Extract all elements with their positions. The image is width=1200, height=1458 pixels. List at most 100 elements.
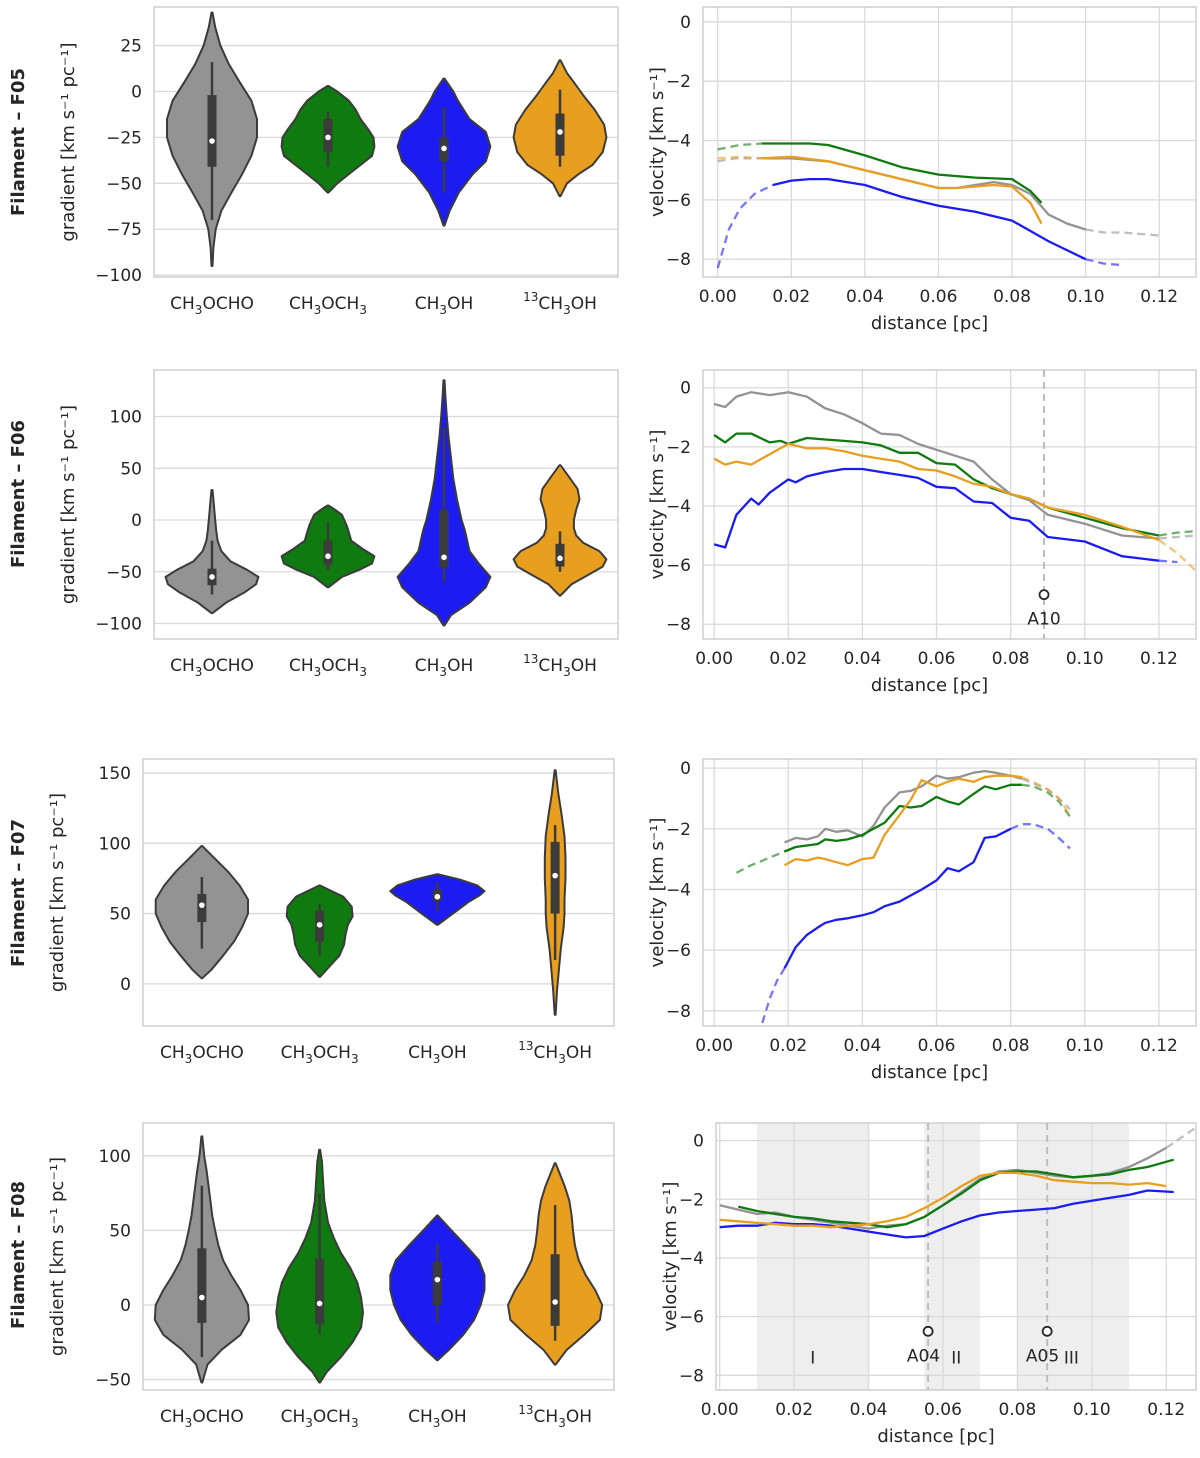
median-dot [434, 893, 441, 900]
series-CH3OH-solid [719, 1189, 1174, 1239]
category-label: 13CH3OH [518, 1039, 592, 1066]
velocity-panel-7: −8 −6 −4 −2 0 0.00 0.02 0.04 0.06 0.08 0.10 0.12 vel… [647, 758, 1197, 1083]
y-tick-label: −2 [666, 72, 691, 92]
shaded-region [924, 1123, 981, 1390]
median-dot [557, 555, 563, 562]
iqr-box [323, 540, 333, 565]
velocity-panel-5: −8 −6 −4 −2 0 0.00 0.02 0.04 0.06 0.08 0.10 0.12 vel… [647, 6, 1197, 334]
iqr-box [432, 1261, 442, 1305]
y-tick-label: −4 [666, 132, 691, 152]
x-tick-label: 0.00 [701, 1400, 739, 1420]
x-tick-label: 0.10 [1067, 287, 1105, 307]
y-tick-label: 0 [131, 82, 142, 102]
y-axis-label: gradient [km s⁻¹ pc⁻¹] [58, 405, 79, 604]
x-tick-label: 0.10 [1066, 649, 1104, 669]
x-tick-label: 0.06 [918, 1036, 956, 1056]
y-tick-label: −8 [679, 1366, 704, 1386]
y-tick-label: 0 [680, 759, 691, 779]
series-CH3OH-dashed [1158, 559, 1178, 564]
row-title-f06: Filament – F06 [8, 420, 29, 568]
x-axis-label: distance [pc] [871, 1062, 988, 1083]
row-title-f08: Filament – F08 [8, 1181, 29, 1329]
y-tick-label: 0 [680, 13, 691, 33]
row-title-f05: Filament – F05 [8, 68, 29, 216]
y-axis-label: gradient [km s⁻¹ pc⁻¹] [58, 42, 79, 241]
category-label: CH3OCH3 [281, 1407, 359, 1430]
y-tick-label: 50 [109, 905, 131, 925]
series-13CH3OH-dashed [1021, 776, 1071, 816]
y-tick-label: −6 [679, 1308, 704, 1328]
category-label: CH3OH [415, 656, 473, 679]
x-tick-label: 0.02 [772, 287, 810, 307]
iqr-box [555, 543, 565, 567]
series-CH3OCH3-solid [761, 142, 1043, 204]
series-CH3OCH3-solid [784, 783, 1022, 853]
category-label: 13CH3OH [518, 1403, 592, 1430]
iqr-box [439, 509, 449, 568]
median-dot [441, 554, 447, 561]
y-tick-label: 50 [109, 1221, 131, 1241]
axes-frame [702, 369, 1197, 640]
y-tick-label: −6 [666, 941, 691, 961]
y-tick-label: 0 [120, 1296, 131, 1316]
axes-frame [715, 1122, 1197, 1391]
y-tick-label: −25 [106, 128, 142, 148]
y-axis-label: gradient [km s⁻¹ pc⁻¹] [47, 1157, 68, 1356]
series-CH3OCHO-dashed [1158, 534, 1197, 540]
x-tick-label: 0.00 [695, 1036, 733, 1056]
category-label: 13CH3OH [523, 652, 597, 679]
y-tick-label: −2 [666, 438, 691, 458]
series-CH3OH-dashed [1010, 823, 1071, 850]
median-dot [434, 1276, 441, 1283]
x-axis-label: distance [pc] [877, 1426, 994, 1447]
x-tick-label: 0.08 [993, 287, 1031, 307]
x-axis-label: distance [pc] [871, 313, 988, 334]
y-tick-label: 0 [131, 511, 142, 531]
category-label: CH3OH [408, 1043, 466, 1066]
series-CH3OCHO-dashed [1085, 228, 1160, 237]
y-tick-label: 0 [693, 1132, 704, 1152]
row-title-f07: Filament – F07 [8, 819, 29, 967]
y-tick-label: −2 [679, 1190, 704, 1210]
median-dot [552, 1299, 558, 1305]
median-dot [199, 902, 205, 908]
x-tick-label: 0.12 [1147, 1400, 1185, 1420]
series-13CH3OH-solid [719, 1171, 1167, 1229]
x-tick-label: 0.02 [769, 649, 807, 669]
median-dot [441, 145, 447, 152]
median-dot [209, 574, 215, 580]
x-tick-label: 0.04 [850, 1400, 888, 1420]
series-13CH3OH-solid [713, 442, 1160, 542]
series-CH3OCHO-solid [784, 769, 1023, 844]
series-CH3OCH3-solid [738, 1158, 1175, 1229]
y-tick-label: −100 [95, 614, 142, 634]
shaded-region [1017, 1123, 1130, 1390]
series-13CH3OH-dashed [1158, 539, 1197, 572]
x-axis-label: distance [pc] [871, 675, 988, 696]
x-tick-label: 0.04 [843, 649, 881, 669]
category-label: 13CH3OH [523, 290, 597, 317]
category-label: CH3OCH3 [281, 1043, 359, 1066]
y-tick-label: −100 [95, 266, 142, 286]
series-CH3OCHO-dashed [1165, 1126, 1197, 1149]
marker-point [1041, 1325, 1053, 1337]
axes-frame [153, 369, 619, 640]
y-tick-label: 100 [110, 408, 142, 428]
axes-frame [142, 1122, 615, 1391]
series-CH3OH-solid [783, 827, 1012, 969]
shaded-region [756, 1123, 869, 1390]
iqr-box [197, 893, 207, 923]
x-tick-label: 0.08 [998, 1400, 1036, 1420]
median-dot [209, 138, 215, 144]
category-label: CH3OCHO [170, 294, 254, 317]
y-axis-label: velocity [km s⁻¹] [647, 430, 668, 580]
violin-panel-8: −50 0 50 100 gradient [km s⁻¹ pc⁻¹] CH3OCHO CH… [47, 1122, 615, 1430]
y-tick-label: −50 [106, 174, 142, 194]
y-tick-label: −75 [106, 220, 142, 240]
y-tick-label: −2 [666, 820, 691, 840]
x-tick-label: 0.12 [1140, 649, 1178, 669]
axes-frame [702, 758, 1197, 1027]
violin-panel-7: 0 50 100 150 gradient [km s⁻¹ pc⁻¹] CH3OCHO CH… [47, 758, 615, 1066]
x-tick-label: 0.08 [992, 649, 1030, 669]
x-tick-label: 0.10 [1073, 1400, 1111, 1420]
